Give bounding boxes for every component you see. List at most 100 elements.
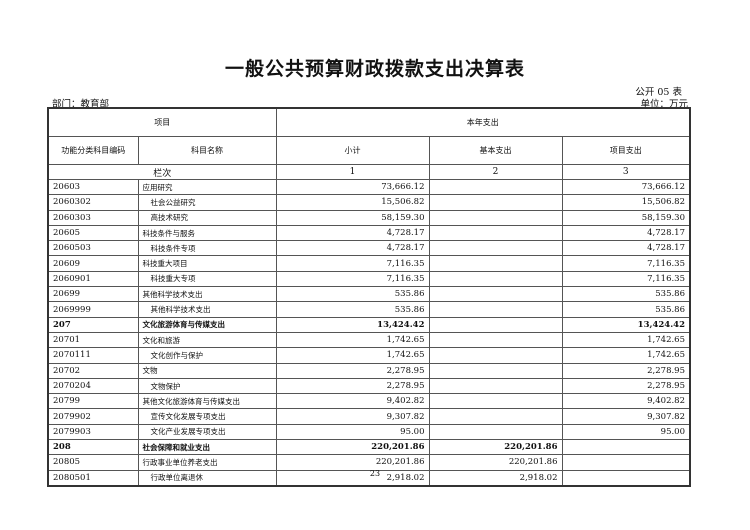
cell-project: 9,307.82: [561, 408, 691, 425]
cell-basic: 220,201.86: [428, 439, 563, 456]
cell-subtotal: 2,918.02: [275, 469, 430, 487]
cell-project: 4,728.17: [561, 240, 691, 257]
cell-code: 2080501: [47, 469, 139, 487]
cell-project: 7,116.35: [561, 270, 691, 288]
cell-code: 20603: [47, 178, 139, 196]
cell-subtotal: 7,116.35: [275, 270, 430, 288]
table-row: 20799 其他文化旅游体育与传媒支出 9,402.82 9,402.82: [47, 393, 691, 410]
cell-subtotal: 535.86: [275, 301, 430, 318]
table-row: 2060503 科技条件专项 4,728.17 4,728.17: [47, 240, 691, 257]
cell-subtotal: 9,307.82: [275, 408, 430, 425]
cell-code: 2060302: [47, 194, 139, 211]
cell-subtotal: 58,159.30: [275, 209, 430, 226]
cell-code: 208: [47, 439, 139, 456]
cell-code: 207: [47, 316, 139, 333]
table-row: 20603 应用研究 73,666.12 73,666.12: [47, 178, 691, 196]
cell-subtotal: 13,424.42: [275, 316, 430, 333]
department: 部门：教育部: [52, 99, 110, 110]
cell-project: [561, 439, 691, 456]
cell-name: 文物保护: [137, 377, 277, 395]
cell-subtotal: 4,728.17: [275, 240, 430, 257]
unit: 单位：万元: [640, 99, 688, 110]
table-row: 20701 文化和旅游 1,742.65 1,742.65: [47, 331, 691, 349]
table-row: 20609 科技重大项目 7,116.35 7,116.35: [47, 255, 691, 272]
cell-code: 2069999: [47, 301, 139, 318]
header-subtotal: 小计: [275, 136, 430, 165]
cell-basic: [428, 286, 563, 303]
cell-subtotal: 2,278.95: [275, 377, 430, 395]
cell-basic: [428, 377, 563, 395]
cell-code: 20609: [47, 255, 139, 272]
cell-project: 4,728.17: [561, 224, 691, 242]
table-row: 2080501 行政单位离退休 2,918.02 2,918.02: [47, 469, 691, 487]
cell-code: 2060303: [47, 209, 139, 226]
cell-basic: [428, 331, 563, 349]
cell-name: 其他文化旅游体育与传媒支出: [137, 393, 277, 410]
cell-project: 7,116.35: [561, 255, 691, 272]
cell-basic: [428, 408, 563, 425]
idx-3: 3: [561, 164, 691, 180]
header-project: 项目支出: [561, 136, 691, 165]
cell-name: 科技条件与服务: [137, 224, 277, 242]
header-basic: 基本支出: [428, 136, 563, 165]
cell-project: 15,506.82: [561, 194, 691, 211]
table-row: 2079903 文化产业发展专项支出 95.00 95.00: [47, 423, 691, 441]
expenditure-table: 项目 本年支出 功能分类科目编码 科目名称 小计 基本支出 项目支出 栏次 1 2 3 2060…: [47, 107, 691, 487]
page-number: 23: [369, 469, 381, 478]
cell-basic: [428, 316, 563, 333]
cell-code: 2070204: [47, 377, 139, 395]
cell-subtotal: 73,666.12: [275, 178, 430, 196]
cell-project: 535.86: [561, 286, 691, 303]
cell-basic: [428, 224, 563, 242]
cell-name: 科技重大专项: [137, 270, 277, 288]
cell-project: 58,159.30: [561, 209, 691, 226]
table-row: 2079902 宣传文化发展专项支出 9,307.82 9,307.82: [47, 408, 691, 425]
cell-code: 20605: [47, 224, 139, 242]
cell-basic: [428, 423, 563, 441]
cell-basic: [428, 240, 563, 257]
cell-name: 文化创作与保护: [137, 347, 277, 364]
cell-basic: [428, 362, 563, 379]
cell-project: 2,278.95: [561, 362, 691, 379]
cell-code: 2060503: [47, 240, 139, 257]
cell-basic: [428, 393, 563, 410]
table-row: 2060302 社会公益研究 15,506.82 15,506.82: [47, 194, 691, 211]
cell-name: 社会保障和就业支出: [137, 439, 277, 456]
cell-name: 其他科学技术支出: [137, 286, 277, 303]
cell-project: [561, 469, 691, 487]
cell-name: 宣传文化发展专项支出: [137, 408, 277, 425]
cell-basic: [428, 209, 563, 226]
cell-name: 其他科学技术支出: [137, 301, 277, 318]
cell-basic: 2,918.02: [428, 469, 563, 487]
cell-code: 20799: [47, 393, 139, 410]
cell-code: 2060901: [47, 270, 139, 288]
cell-code: 20701: [47, 331, 139, 349]
cell-subtotal: 2,278.95: [275, 362, 430, 379]
table-row: 2070111 文化创作与保护 1,742.65 1,742.65: [47, 347, 691, 364]
header-code: 功能分类科目编码: [47, 136, 139, 165]
cell-project: 1,742.65: [561, 347, 691, 364]
cell-subtotal: 220,201.86: [275, 454, 430, 471]
cell-code: 2079903: [47, 423, 139, 441]
table-row: 2069999 其他科学技术支出 535.86 535.86: [47, 301, 691, 318]
cell-basic: [428, 347, 563, 364]
cell-name: 科技重大项目: [137, 255, 277, 272]
idx-1: 1: [275, 164, 430, 180]
header-col-index: 栏次: [47, 164, 277, 180]
cell-project: 1,742.65: [561, 331, 691, 349]
cell-subtotal: 95.00: [275, 423, 430, 441]
cell-name: 行政单位离退休: [137, 469, 277, 487]
cell-basic: [428, 194, 563, 211]
header-item: 项目: [47, 107, 277, 137]
cell-project: 13,424.42: [561, 316, 691, 333]
cell-basic: [428, 301, 563, 318]
cell-name: 行政事业单位养老支出: [137, 454, 277, 471]
table-row: 208 社会保障和就业支出 220,201.86 220,201.86: [47, 439, 691, 456]
cell-subtotal: 535.86: [275, 286, 430, 303]
cell-name: 文化产业发展专项支出: [137, 423, 277, 441]
table-row: 2060901 科技重大专项 7,116.35 7,116.35: [47, 270, 691, 288]
cell-subtotal: 1,742.65: [275, 347, 430, 364]
table-row: 207 文化旅游体育与传媒支出 13,424.42 13,424.42: [47, 316, 691, 333]
table-row: 2060303 高技术研究 58,159.30 58,159.30: [47, 209, 691, 226]
cell-basic: [428, 255, 563, 272]
